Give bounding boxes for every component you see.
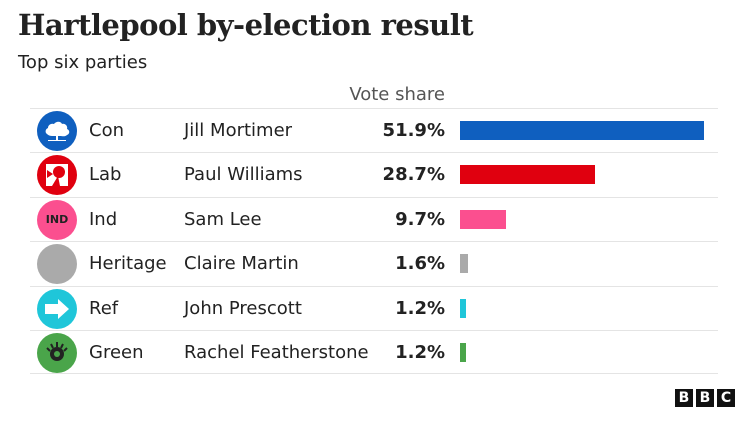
result-row-con: Con Jill Mortimer 51.9% xyxy=(30,108,718,152)
result-row-ind: IND Ind Sam Lee 9.7% xyxy=(30,196,718,241)
candidate-name: John Prescott xyxy=(184,297,302,319)
green-globe-icon xyxy=(37,332,77,373)
data-label: 28.7% xyxy=(382,164,445,186)
candidate-name: Jill Mortimer xyxy=(184,120,293,141)
result-row-ref: Ref John Prescott 1.2% xyxy=(30,285,718,330)
candidate-name: Rachel Featherstone xyxy=(184,341,369,363)
results-table: Con Jill Mortimer 51.9% Lab Paul Williams 28.… xyxy=(30,108,718,375)
party-name: Green xyxy=(89,341,144,363)
party-name: Ref xyxy=(89,297,119,319)
data-label: 1.2% xyxy=(395,297,445,319)
candidate-name: Sam Lee xyxy=(184,208,262,230)
bar-heritage xyxy=(460,254,468,274)
bar-lab xyxy=(460,165,595,185)
data-label: 1.2% xyxy=(395,341,445,363)
bar-green xyxy=(460,342,466,362)
result-row-heritage: Heritage Claire Martin 1.6% xyxy=(30,241,718,285)
bar-con xyxy=(460,121,704,140)
result-row-lab: Lab Paul Williams 28.7% xyxy=(30,152,718,196)
data-label: 51.9% xyxy=(382,120,445,141)
ind-badge: IND xyxy=(37,199,77,240)
party-name: Heritage xyxy=(89,253,167,275)
candidate-name: Claire Martin xyxy=(184,253,299,275)
data-label: 9.7% xyxy=(395,208,445,230)
oak-tree-icon xyxy=(37,111,77,151)
column-header-vote-share: Vote share xyxy=(349,84,445,105)
party-name: Lab xyxy=(89,164,122,186)
result-row-green: Green Rachel Featherstone 1.2% xyxy=(30,329,718,375)
party-name: Ind xyxy=(89,208,118,230)
ind-label: IND xyxy=(45,213,69,227)
chart-title: Hartlepool by-election result xyxy=(18,8,474,42)
chart-subtitle: Top six parties xyxy=(18,52,148,73)
arrow-right-icon xyxy=(37,288,77,329)
candidate-name: Paul Williams xyxy=(184,164,303,186)
rose-icon xyxy=(37,155,77,196)
party-name: Con xyxy=(89,120,124,141)
bar-ref xyxy=(460,298,466,318)
grey-circle-icon xyxy=(37,244,77,285)
bar-ind xyxy=(460,209,506,229)
data-label: 1.6% xyxy=(395,253,445,275)
